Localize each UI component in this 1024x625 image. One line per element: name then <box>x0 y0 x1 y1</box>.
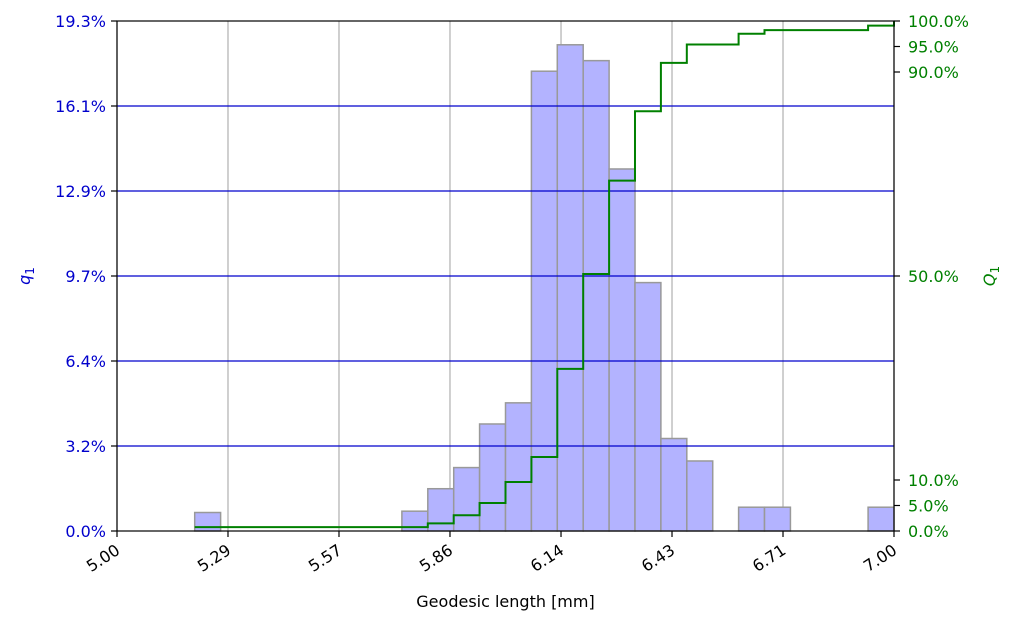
histogram-bar <box>608 168 636 532</box>
cumulative-layer <box>194 21 895 529</box>
histogram-bar <box>634 281 662 532</box>
y-left-tick-label: 19.3% <box>55 12 106 31</box>
y-left-ticks-layer: 0.0% 3.2% 6.4% 9.7% 12.9% 16.1% 19.3% <box>55 12 117 541</box>
histogram-bar <box>582 59 610 532</box>
x-axis-label: Geodesic length [mm] <box>416 592 594 611</box>
y-left-tick-label: 3.2% <box>65 437 106 456</box>
histogram-bar <box>660 437 688 532</box>
histogram-bar <box>737 506 766 532</box>
y-right-tick-label: 0.0% <box>908 522 949 541</box>
x-tick-label: 5.00 <box>83 540 123 575</box>
y-right-tick-label: 50.0% <box>908 267 959 286</box>
histogram-bar <box>556 44 584 532</box>
y-right-tick-label: 95.0% <box>908 38 959 57</box>
histogram-bar <box>867 506 895 532</box>
histogram-bar <box>193 511 222 532</box>
x-tick-label: 5.57 <box>305 540 345 575</box>
histogram-bar <box>452 466 481 532</box>
y-left-tick-label: 16.1% <box>55 97 106 116</box>
y-right-tick-label: 10.0% <box>908 471 959 490</box>
histogram-bar <box>686 460 714 532</box>
histogram-bar <box>530 70 559 532</box>
horizontal-grid-layer <box>117 105 894 447</box>
y-right-tick-label: 5.0% <box>908 497 949 516</box>
histogram-bar <box>427 487 455 532</box>
y-left-tick-label: 6.4% <box>65 352 106 371</box>
histogram-bar <box>763 506 792 532</box>
y-right-tick-label: 90.0% <box>908 63 959 82</box>
x-ticks-layer: 5.00 5.29 5.57 5.86 6.14 6.43 6.71 7.00 <box>83 531 900 576</box>
x-tick-label: 5.29 <box>194 540 234 575</box>
y-left-tick-label: 0.0% <box>65 522 106 541</box>
y-right-label-sub: 1 <box>988 266 1002 274</box>
x-tick-label: 6.71 <box>749 540 789 575</box>
y-right-axis-label: Q1 <box>980 266 1002 286</box>
y-left-tick-label: 12.9% <box>55 182 106 201</box>
bars-layer <box>193 44 895 532</box>
y-right-label-main: Q <box>980 274 999 287</box>
histogram-bar <box>504 402 533 532</box>
y-right-tick-label: 100.0% <box>908 12 969 31</box>
y-left-label-main: q <box>15 275 34 285</box>
x-tick-label: 6.14 <box>527 540 567 575</box>
x-tick-label: 7.00 <box>860 540 900 575</box>
cumulative-step-line <box>194 21 895 529</box>
y-left-axis-label: q1 <box>15 267 37 285</box>
x-tick-label: 6.43 <box>638 540 678 575</box>
y-left-tick-label: 9.7% <box>65 267 106 286</box>
y-left-label-sub: 1 <box>23 267 37 275</box>
y-right-ticks-layer: 0.0% 5.0% 10.0% 50.0% 90.0% 95.0% 100.0% <box>894 12 969 541</box>
histogram-bar <box>478 423 507 532</box>
x-tick-label: 5.86 <box>416 540 456 575</box>
